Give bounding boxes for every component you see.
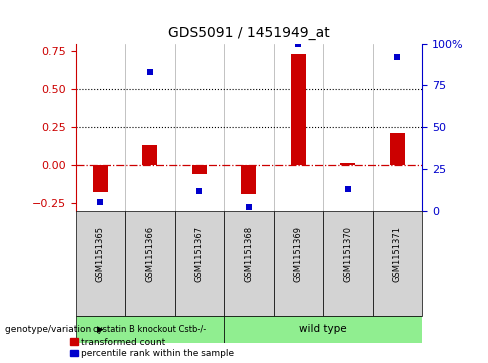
Bar: [93, 165, 108, 192]
Text: GSM1151367: GSM1151367: [195, 227, 204, 282]
Bar: [291, 54, 306, 165]
Bar: [390, 133, 405, 165]
Bar: [175, 211, 224, 316]
Bar: [142, 145, 157, 165]
Bar: [76, 316, 224, 343]
Text: GSM1151365: GSM1151365: [96, 227, 105, 282]
Bar: [224, 316, 422, 343]
Text: GSM1151368: GSM1151368: [244, 227, 253, 282]
Legend: transformed count, percentile rank within the sample: transformed count, percentile rank withi…: [70, 338, 234, 359]
Text: wild type: wild type: [299, 325, 347, 334]
Bar: [323, 211, 373, 316]
Text: GSM1151371: GSM1151371: [393, 227, 402, 282]
Text: GSM1151366: GSM1151366: [145, 227, 154, 282]
Text: genotype/variation  ▶: genotype/variation ▶: [5, 325, 104, 334]
Bar: [224, 211, 274, 316]
Text: GSM1151369: GSM1151369: [294, 227, 303, 282]
Text: cystatin B knockout Cstb-/-: cystatin B knockout Cstb-/-: [93, 325, 206, 334]
Bar: [373, 211, 422, 316]
Text: GSM1151370: GSM1151370: [344, 227, 352, 282]
Bar: [76, 211, 125, 316]
Bar: [192, 165, 207, 174]
Bar: [242, 165, 256, 194]
Bar: [125, 211, 175, 316]
Bar: [341, 163, 355, 165]
Title: GDS5091 / 1451949_at: GDS5091 / 1451949_at: [168, 26, 330, 40]
Bar: [274, 211, 323, 316]
